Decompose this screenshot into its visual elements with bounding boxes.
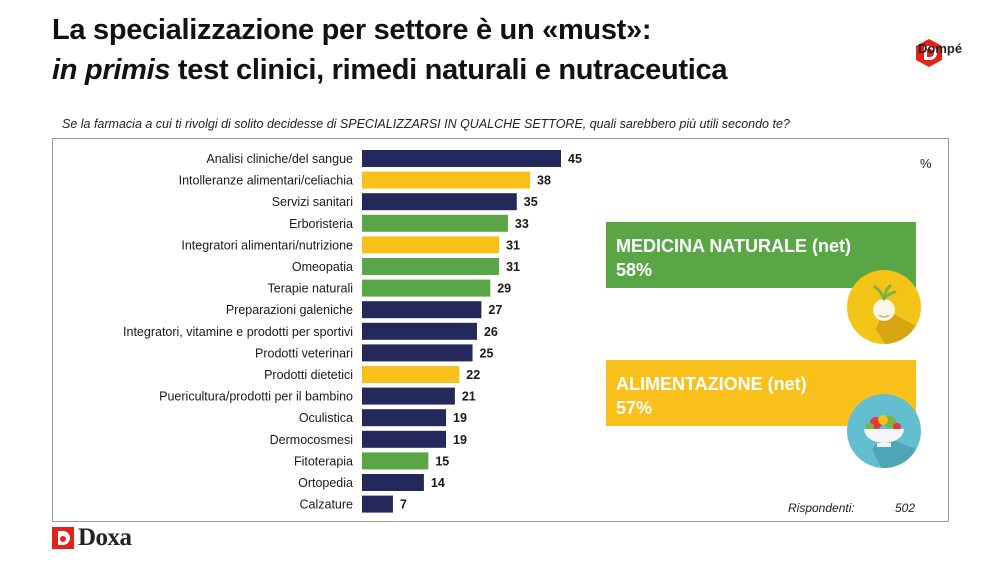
category-label: Dermocosmesi	[270, 433, 353, 447]
bar	[362, 495, 393, 513]
category-label: Preparazioni galeniche	[226, 303, 353, 317]
respondents-count: 502	[895, 501, 916, 515]
brand-name: Dompé	[918, 41, 963, 56]
bar	[362, 214, 508, 232]
data-label: 15	[435, 454, 449, 468]
category-label: Erboristeria	[289, 217, 353, 231]
doxa-logo-icon	[52, 527, 74, 549]
data-label: 29	[497, 282, 511, 296]
onion-icon	[847, 270, 921, 344]
bar	[362, 474, 424, 491]
title-line-2: test clinici, rimedi naturali e nutraceu…	[170, 54, 728, 86]
category-label: Integratori, vitamine e prodotti per spo…	[123, 325, 353, 339]
title-line-1: La specializzazione per settore è un «mu…	[52, 14, 652, 46]
category-label: Ortopedia	[298, 476, 353, 490]
dompe-d-logo-icon	[916, 39, 942, 67]
category-label: Calzature	[300, 498, 354, 512]
bar	[362, 279, 491, 297]
summary-box-label: MEDICINA NATURALE (net)	[616, 236, 851, 256]
bar	[362, 171, 531, 189]
data-label: 31	[506, 260, 520, 274]
category-label: Puericultura/prodotti per il bambino	[159, 390, 353, 404]
bar	[362, 301, 482, 319]
respondents-label: Rispondenti:	[788, 501, 855, 515]
data-label: 38	[537, 174, 551, 188]
bar	[362, 430, 447, 448]
bar	[362, 344, 473, 362]
bar	[362, 236, 500, 254]
category-label: Prodotti veterinari	[255, 346, 353, 360]
chart-frame	[52, 138, 949, 522]
salad-bowl-icon	[847, 394, 921, 468]
bar	[362, 366, 460, 383]
category-label: Prodotti dietetici	[264, 368, 353, 382]
bar	[362, 150, 561, 167]
category-label: Servizi sanitari	[272, 195, 353, 209]
summary-box-value: 57%	[616, 398, 653, 418]
data-label: 19	[453, 433, 467, 447]
bar	[362, 322, 477, 340]
page-title: La specializzazione per settore è un «mu…	[52, 10, 727, 90]
data-label: 22	[466, 368, 480, 382]
data-label: 45	[568, 152, 582, 166]
data-label: 25	[480, 346, 494, 360]
category-label: Integratori alimentari/nutrizione	[181, 238, 353, 252]
data-label: 31	[506, 238, 520, 252]
summary-box-value: 58%	[616, 260, 653, 280]
bar	[362, 258, 500, 275]
unit-label: %	[920, 156, 932, 171]
summary-box-label: ALIMENTAZIONE (net)	[616, 374, 807, 394]
data-label: 19	[453, 411, 467, 425]
survey-question: Se la farmacia a cui ti rivolgi di solit…	[62, 117, 790, 131]
data-label: 14	[431, 476, 445, 490]
data-label: 26	[484, 325, 498, 339]
data-label: 27	[488, 303, 502, 317]
bar	[362, 387, 455, 405]
doxa-logo-text: Doxa	[78, 524, 132, 551]
bar	[362, 409, 447, 427]
data-label: 21	[462, 390, 476, 404]
bar	[362, 452, 429, 470]
bar	[362, 193, 517, 211]
bar-chart: Analisi cliniche/del sangue 45 Intolleranz…	[123, 150, 582, 513]
category-label: Fitoterapia	[294, 454, 353, 468]
data-label: 7	[400, 498, 407, 512]
category-label: Oculistica	[299, 411, 353, 425]
category-label: Omeopatia	[292, 260, 353, 274]
data-label: 35	[524, 195, 538, 209]
category-label: Intolleranze alimentari/celiachia	[179, 174, 353, 188]
category-label: Terapie naturali	[268, 282, 353, 296]
title-italic-phrase: in primis	[52, 54, 171, 86]
category-label: Analisi cliniche/del sangue	[206, 152, 353, 166]
data-label: 33	[515, 217, 529, 231]
